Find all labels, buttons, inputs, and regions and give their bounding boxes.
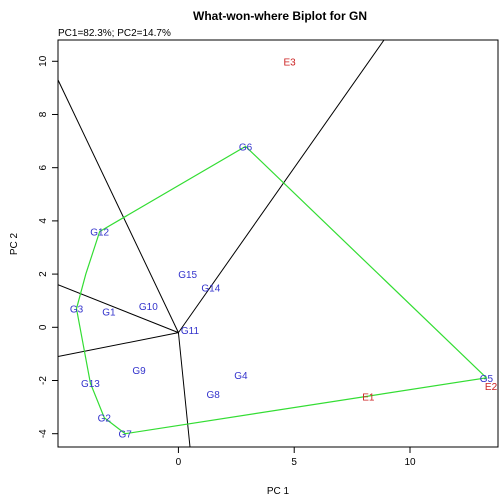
y-tick-label: 10 <box>38 55 49 67</box>
environment-label: E2 <box>485 382 498 393</box>
plot-border <box>57 39 499 448</box>
x-tick-label: 0 <box>176 457 182 468</box>
genotype-label: G5 <box>480 374 494 385</box>
genotype-label: G14 <box>201 283 220 294</box>
convex-hull <box>75 145 488 435</box>
y-tick-label: 4 <box>38 218 49 224</box>
x-tick-label: 5 <box>291 457 297 468</box>
sector-line-5 <box>177 332 191 447</box>
y-tick-label: 0 <box>38 324 49 330</box>
genotype-label: G9 <box>132 366 146 377</box>
sector-line-4 <box>58 332 179 358</box>
genotype-label: G10 <box>139 302 158 313</box>
x-tick-label: 10 <box>404 457 416 468</box>
genotype-label: G8 <box>206 390 220 401</box>
y-tick-label: 8 <box>38 111 49 117</box>
y-tick-label: 2 <box>38 271 49 277</box>
y-tick-label: -2 <box>38 376 49 385</box>
genotype-label: G13 <box>81 379 100 390</box>
genotype-label: G2 <box>98 414 112 425</box>
chart-subtitle: PC1=82.3%; PC2=14.7% <box>58 28 171 39</box>
genotype-label: G1 <box>102 307 116 318</box>
y-axis-title: PC 2 <box>9 232 20 255</box>
genotype-label: G3 <box>70 305 84 316</box>
genotype-label: G12 <box>90 228 109 239</box>
genotype-label: G4 <box>234 371 248 382</box>
x-axis-title: PC 1 <box>267 486 290 497</box>
y-tick-label: 6 <box>38 164 49 170</box>
chart-title: What-won-where Biplot for GN <box>193 9 367 23</box>
genotype-label: G15 <box>178 270 197 281</box>
y-tick-label: -4 <box>38 429 49 438</box>
sector-line-1 <box>178 40 385 333</box>
genotype-label: G6 <box>239 142 253 153</box>
genotype-label: G7 <box>118 430 132 441</box>
sector-line-2 <box>58 79 179 333</box>
genotype-label: G11 <box>181 326 200 337</box>
environment-label: E1 <box>362 392 375 403</box>
environment-label: E3 <box>283 57 296 68</box>
plot-area: 0 5 10 -4 -2 0 2 4 6 8 10 G1 G2 G3 G4 G5 G6 G7 G8 G9 G10 G11 G… <box>38 39 499 468</box>
sector-line-3 <box>58 284 179 334</box>
